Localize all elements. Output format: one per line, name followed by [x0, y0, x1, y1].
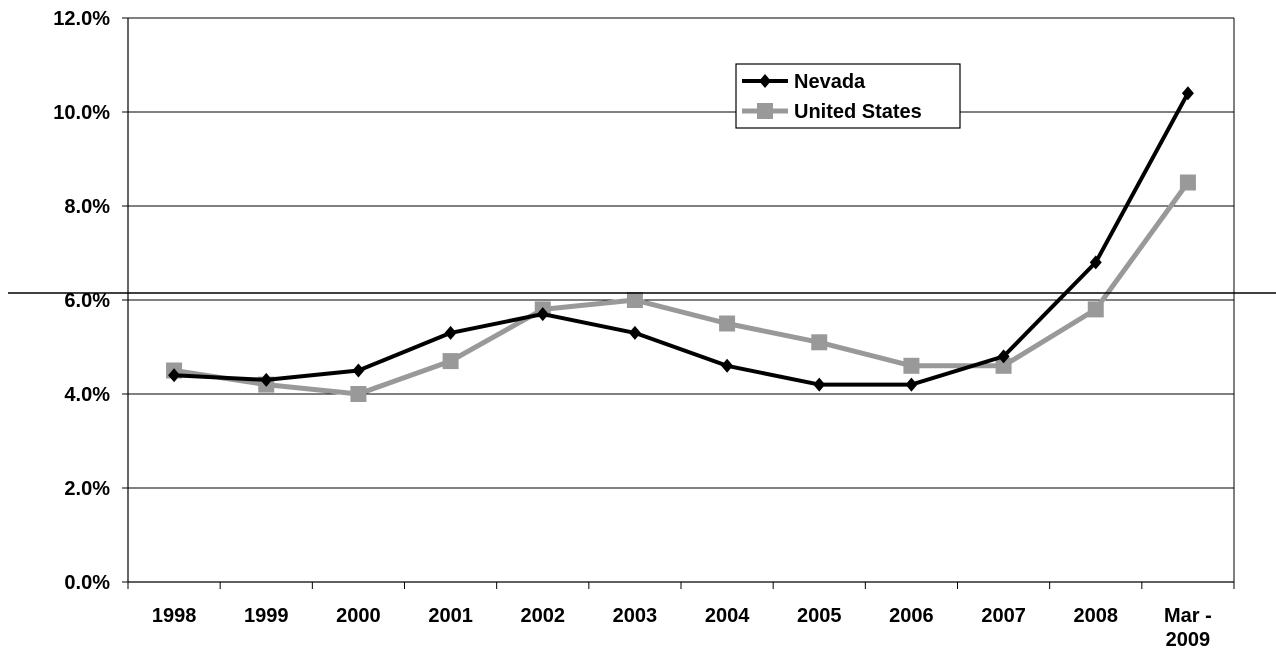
x-tick-labels: 1998 1999 2000 2001 2002 2003 2004 2005 2006 2007… — [152, 605, 1212, 651]
x-tick-label: 2006 — [889, 605, 934, 627]
point-marker — [1181, 86, 1194, 101]
point-marker — [536, 307, 549, 322]
point-marker — [903, 357, 920, 374]
point-marker — [352, 363, 365, 378]
x-tick-label: 2007 — [981, 605, 1026, 627]
x-tick-label: 2003 — [613, 605, 658, 627]
point-marker — [997, 349, 1010, 364]
point-marker — [1087, 301, 1104, 318]
legend-label: United States — [794, 101, 922, 123]
point-marker — [905, 377, 918, 392]
y-tick-label: 4.0% — [64, 384, 110, 406]
point-marker — [811, 334, 828, 351]
point-marker — [260, 372, 273, 387]
y-tick-label: 2.0% — [64, 478, 110, 500]
series-line-nevada — [173, 92, 1190, 387]
legend-marker — [757, 103, 773, 119]
y-tick-label: 0.0% — [64, 572, 110, 594]
point-marker — [721, 358, 734, 373]
axes — [122, 17, 1235, 589]
point-marker — [444, 325, 457, 340]
point-marker — [168, 368, 181, 383]
point-marker — [350, 386, 367, 402]
legend-box — [735, 63, 961, 129]
x-tick-label: 1998 — [152, 605, 197, 627]
series-lines — [166, 86, 1196, 402]
series-line-united-states — [173, 181, 1190, 397]
x-tick-label: 2000 — [336, 605, 381, 627]
y-tick-labels: 0.0% 2.0% 4.0% 6.0% 8.0% 10.0% 12.0% — [53, 8, 110, 594]
x-tick-label: 2001 — [428, 605, 473, 627]
y-tick-label: 8.0% — [64, 196, 110, 218]
point-marker — [719, 315, 736, 332]
point-marker — [995, 357, 1012, 374]
x-tick-label: 2008 — [1074, 605, 1119, 627]
point-marker — [1179, 174, 1196, 191]
y-tick-label: 12.0% — [53, 8, 110, 30]
legend-entry: Nevada — [742, 71, 866, 93]
x-tick-label: 2002 — [521, 605, 566, 627]
point-marker — [626, 292, 643, 308]
point-marker — [442, 353, 459, 370]
legend-marker — [759, 74, 771, 88]
y-tick-label: 10.0% — [53, 102, 110, 124]
legend-label: Nevada — [794, 71, 866, 93]
legend-entry: United States — [742, 101, 922, 123]
x-tick-label: 1999 — [244, 605, 289, 627]
x-tick-label: 2004 — [705, 605, 750, 627]
x-tick-label: 2005 — [797, 605, 842, 627]
x-tick-label: Mar -2009 — [1164, 605, 1212, 651]
gridlines — [128, 17, 1234, 489]
point-marker — [813, 377, 826, 392]
point-marker — [1089, 255, 1102, 270]
y-tick-label: 6.0% — [64, 290, 110, 312]
point-marker — [628, 325, 641, 340]
legend: Nevada United States — [735, 63, 961, 129]
